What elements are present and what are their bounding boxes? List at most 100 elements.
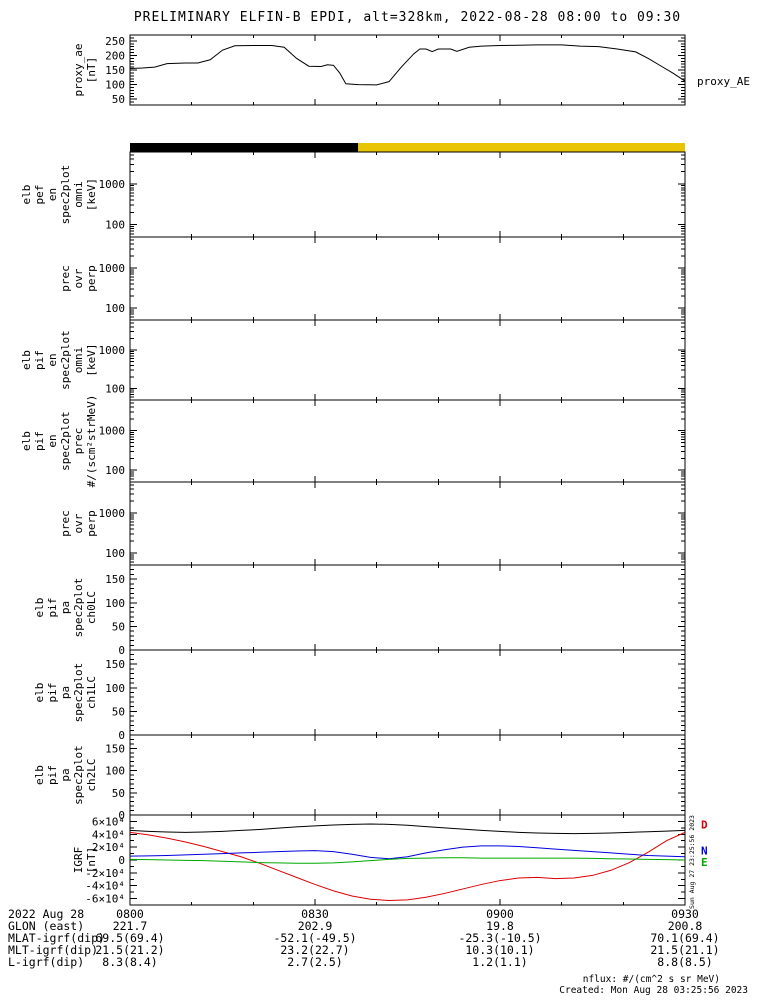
- time-tick-0900: 0900: [486, 907, 514, 921]
- svg-text:150: 150: [105, 742, 125, 755]
- svg-text:1000: 1000: [99, 262, 126, 275]
- svg-text:pif: pif: [46, 598, 59, 618]
- svg-text:ovr: ovr: [72, 513, 85, 533]
- svg-text:elb: elb: [20, 350, 33, 370]
- svg-text:6×10⁴: 6×10⁴: [92, 815, 125, 828]
- svg-text:omni: omni: [72, 347, 85, 374]
- svg-text:150: 150: [105, 658, 125, 671]
- svg-text:100: 100: [105, 79, 125, 92]
- ephemeris-value: 202.9: [297, 919, 333, 933]
- svg-text:100: 100: [105, 547, 125, 560]
- svg-text:en: en: [46, 353, 59, 366]
- svg-text:spec2plot: spec2plot: [72, 663, 85, 723]
- svg-text:en: en: [46, 188, 59, 201]
- time-tick-0830: 0830: [301, 907, 329, 921]
- ephemeris-value: 19.8: [486, 919, 514, 933]
- ephemeris-value: 70.1(69.4): [650, 931, 720, 945]
- ephemeris-value: 23.2(22.7): [280, 943, 350, 957]
- svg-text:[keV]: [keV]: [85, 178, 98, 211]
- svg-text:[nT]: [nT]: [85, 847, 98, 874]
- svg-text:0: 0: [118, 809, 125, 822]
- svg-text:prec: prec: [72, 428, 85, 455]
- svg-text:-4×10⁴: -4×10⁴: [85, 880, 125, 893]
- ephemeris-value: 8.3(8.4): [102, 955, 158, 969]
- svg-text:0: 0: [118, 729, 125, 742]
- svg-text:-2×10⁴: -2×10⁴: [85, 867, 125, 880]
- svg-text:prec: prec: [59, 510, 72, 537]
- svg-text:pif: pif: [33, 431, 46, 451]
- ephemeris-value: 1.2(1.1): [472, 955, 528, 969]
- svg-text:perp: perp: [85, 265, 98, 292]
- svg-text:1000: 1000: [99, 178, 126, 191]
- svg-text:100: 100: [105, 682, 125, 695]
- svg-text:N: N: [701, 844, 708, 857]
- svg-text:150: 150: [105, 64, 125, 77]
- ephemeris-value: 21.5(21.1): [650, 943, 720, 957]
- svg-text:100: 100: [105, 382, 125, 395]
- svg-text:spec2plot: spec2plot: [72, 745, 85, 805]
- row-label: MLAT-igrf(dip): [8, 931, 105, 945]
- svg-text:200: 200: [105, 49, 125, 62]
- svg-text:elb: elb: [20, 185, 33, 205]
- page-title: PRELIMINARY ELFIN-B EPDI, alt=328km, 202…: [133, 10, 682, 25]
- svg-text:spec2plot: spec2plot: [59, 165, 72, 225]
- svg-text:E: E: [701, 856, 708, 869]
- svg-text:pa: pa: [59, 768, 72, 781]
- svg-text:pa: pa: [59, 686, 72, 699]
- ephemeris-value: -25.3(-10.5): [458, 931, 542, 945]
- svg-text:250: 250: [105, 35, 125, 48]
- svg-text:en: en: [46, 434, 59, 447]
- svg-text:elb: elb: [20, 431, 33, 451]
- svg-text:elb: elb: [33, 683, 46, 703]
- svg-text:1000: 1000: [99, 344, 126, 357]
- nflux-units-note: nflux: #/(cm^2 s sr MeV): [582, 974, 720, 985]
- svg-text:100: 100: [105, 765, 125, 778]
- ephemeris-value: 200.8: [667, 919, 703, 933]
- svg-text:Sun Aug 27 23:25:56 2023: Sun Aug 27 23:25:56 2023: [688, 815, 696, 909]
- svg-text:1000: 1000: [99, 425, 126, 438]
- row-label: GLON (east): [8, 919, 85, 933]
- svg-text:pef: pef: [33, 185, 46, 205]
- svg-text:elb: elb: [33, 765, 46, 785]
- svg-text:spec2plot: spec2plot: [72, 578, 85, 638]
- svg-text:0: 0: [118, 854, 125, 867]
- svg-text:ch0LC: ch0LC: [85, 591, 98, 624]
- svg-text:pif: pif: [46, 683, 59, 703]
- svg-text:prec: prec: [59, 265, 72, 292]
- svg-text:50: 50: [112, 705, 125, 718]
- ephemeris-value: 69.5(69.4): [95, 931, 165, 945]
- svg-text:100: 100: [105, 464, 125, 477]
- svg-text:1000: 1000: [99, 507, 126, 520]
- created-timestamp: Created: Mon Aug 28 03:25:56 2023: [559, 985, 748, 996]
- svg-text:pif: pif: [46, 765, 59, 785]
- svg-text:50: 50: [112, 787, 125, 800]
- svg-text:D: D: [701, 819, 708, 832]
- ephemeris-row-mlat: MLAT-igrf(dip) 69.5(69.4) -52.1(-49.5) -…: [0, 932, 775, 944]
- time-tick-0930: 0930: [671, 907, 699, 921]
- row-label: MLT-igrf(dip): [8, 943, 99, 957]
- svg-text:150: 150: [105, 573, 125, 586]
- ephemeris-value: 2.7(2.5): [287, 955, 343, 969]
- svg-text:proxy_ae: proxy_ae: [72, 44, 85, 97]
- time-axis-row: 2022 Aug 28 0800 0830 0900 0930: [0, 908, 775, 920]
- svg-text:100: 100: [105, 219, 125, 232]
- svg-text:ovr: ovr: [72, 268, 85, 288]
- svg-text:4×10⁴: 4×10⁴: [92, 828, 125, 841]
- ephemeris-row-mlt: MLT-igrf(dip) 21.5(21.2) 23.2(22.7) 10.3…: [0, 944, 775, 956]
- svg-text:IGRF: IGRF: [72, 847, 85, 874]
- svg-text:pa: pa: [59, 601, 72, 614]
- svg-text:perp: perp: [85, 510, 98, 537]
- date-label: 2022 Aug 28: [8, 907, 85, 921]
- svg-text:[nT]: [nT]: [85, 57, 98, 84]
- svg-text:50: 50: [112, 620, 125, 633]
- svg-text:2×10⁴: 2×10⁴: [92, 841, 125, 854]
- ephemeris-row-l: L-igrf(dip) 8.3(8.4) 2.7(2.5) 1.2(1.1) 8…: [0, 956, 775, 968]
- svg-text:spec2plot: spec2plot: [59, 330, 72, 390]
- svg-text:0: 0: [118, 644, 125, 657]
- svg-text:#/(scm²strMeV): #/(scm²strMeV): [85, 395, 98, 488]
- svg-text:50: 50: [112, 93, 125, 106]
- svg-text:100: 100: [105, 597, 125, 610]
- ephemeris-value: 8.8(8.5): [657, 955, 713, 969]
